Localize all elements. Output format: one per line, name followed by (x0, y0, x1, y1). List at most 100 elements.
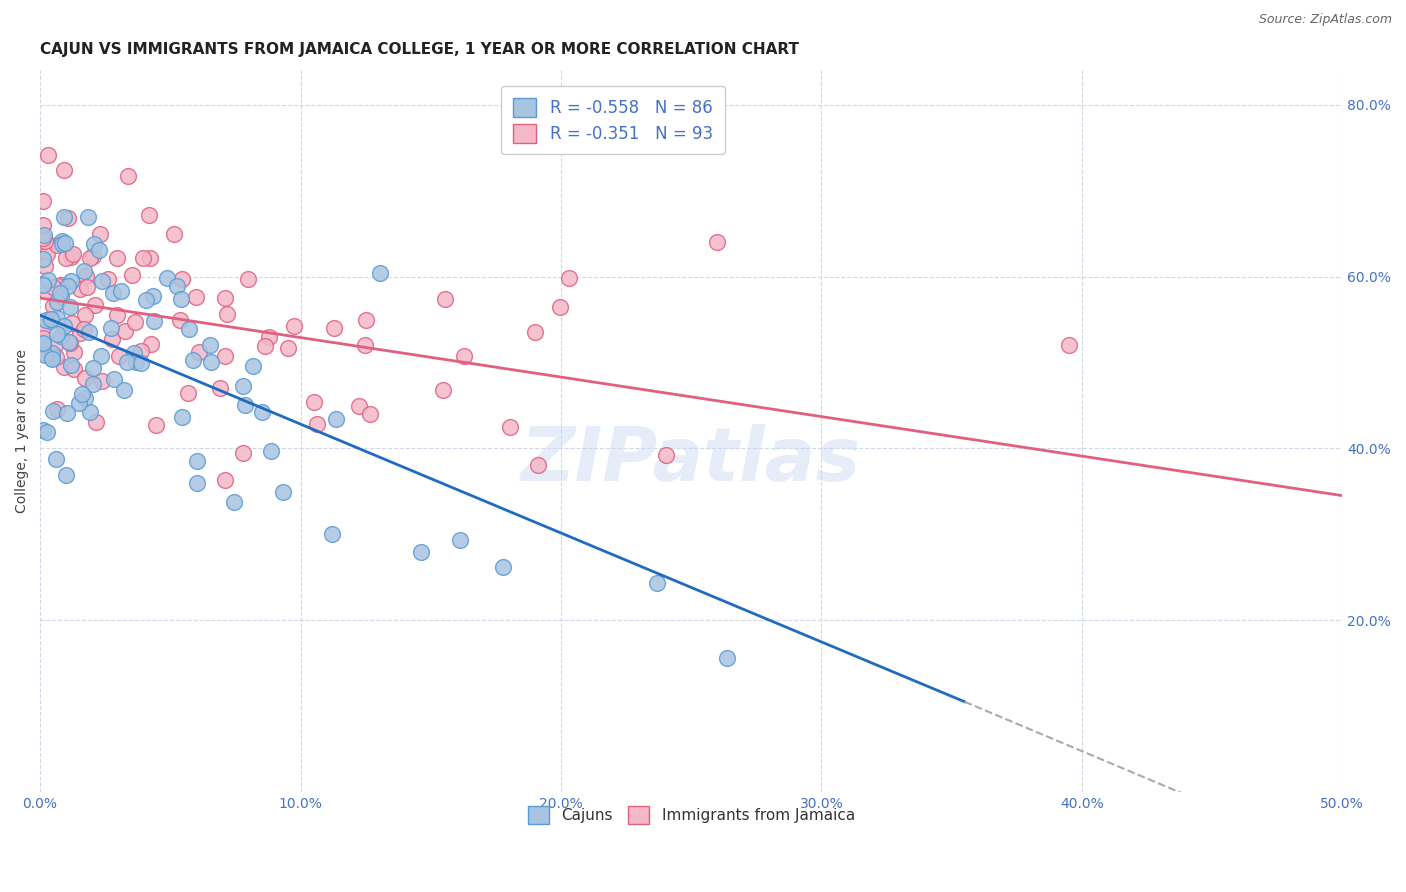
Point (142, 314, 165, 328)
Point (75, 308, 97, 322)
Point (177, 386, 200, 401)
Point (163, 227, 186, 242)
Point (170, 409, 193, 424)
Point (233, 398, 256, 412)
Point (31, 231, 53, 245)
Point (250, 404, 273, 418)
Point (41, 352, 63, 367)
Point (62, 246, 84, 260)
Point (139, 336, 162, 351)
Point (32, 320, 55, 334)
Point (31, 277, 53, 292)
Point (214, 291, 236, 305)
Point (51, 278, 73, 293)
Point (34, 348, 56, 362)
Point (89, 244, 111, 258)
Point (347, 399, 370, 413)
Point (53, 359, 76, 374)
Point (179, 321, 201, 335)
Y-axis label: College, 1 year or more: College, 1 year or more (15, 349, 30, 513)
Point (359, 407, 381, 421)
Point (131, 356, 153, 370)
Point (62, 345, 84, 359)
Point (37, 273, 59, 287)
Point (82, 377, 104, 392)
Point (35, 312, 58, 326)
Point (46, 326, 69, 341)
Point (37, 247, 59, 261)
Point (55, 467, 77, 482)
Text: CAJUN VS IMMIGRANTS FROM JAMAICA COLLEGE, 1 YEAR OR MORE CORRELATION CHART: CAJUN VS IMMIGRANTS FROM JAMAICA COLLEGE… (41, 42, 799, 57)
Point (56, 211, 79, 225)
Point (90, 349, 112, 363)
Point (433, 292, 456, 306)
Point (45, 351, 67, 365)
Point (125, 355, 148, 369)
Point (155, 271, 177, 285)
Point (31, 252, 53, 267)
Point (34, 260, 56, 274)
Point (49, 286, 72, 301)
Point (492, 560, 515, 574)
Point (432, 383, 454, 397)
Point (200, 338, 222, 352)
Point (41, 351, 63, 365)
Point (73, 322, 96, 336)
Point (217, 307, 239, 321)
Point (77, 325, 100, 339)
Point (716, 651, 738, 665)
Point (169, 312, 191, 326)
Point (55, 251, 77, 265)
Point (39, 312, 62, 326)
Point (44, 338, 66, 352)
Point (73, 391, 96, 405)
Point (46, 295, 69, 310)
Point (527, 458, 550, 472)
Point (46, 279, 69, 293)
Point (51, 329, 73, 343)
Point (83, 236, 105, 251)
Point (170, 271, 193, 285)
Point (51, 234, 73, 248)
Point (302, 395, 325, 409)
Point (108, 349, 131, 363)
Point (69, 395, 91, 409)
Point (124, 315, 146, 329)
Point (277, 341, 299, 355)
Point (79, 251, 101, 265)
Point (409, 544, 432, 558)
Point (31, 277, 53, 292)
Point (60, 316, 83, 330)
Point (112, 383, 135, 397)
Point (186, 454, 208, 468)
Point (52, 163, 75, 178)
Point (117, 355, 139, 369)
Point (31, 423, 53, 437)
Point (34, 235, 56, 249)
Point (63, 362, 86, 376)
Point (181, 352, 204, 367)
Point (46, 401, 69, 416)
Point (35, 284, 58, 298)
Point (1057, 338, 1080, 352)
Point (86, 415, 108, 429)
Point (135, 293, 157, 307)
Point (41, 404, 63, 418)
Text: ZIPatlas: ZIPatlas (522, 424, 862, 497)
Point (322, 321, 344, 335)
Point (548, 300, 571, 314)
Point (138, 208, 160, 222)
Point (101, 286, 124, 301)
Point (70, 387, 93, 401)
Point (121, 268, 143, 282)
Text: Source: ZipAtlas.com: Source: ZipAtlas.com (1258, 13, 1392, 27)
Point (58, 334, 80, 349)
Point (523, 325, 546, 339)
Point (73, 371, 96, 385)
Point (45, 311, 67, 326)
Point (238, 272, 260, 286)
Point (654, 448, 676, 462)
Point (453, 349, 475, 363)
Point (354, 338, 377, 352)
Point (139, 251, 162, 265)
